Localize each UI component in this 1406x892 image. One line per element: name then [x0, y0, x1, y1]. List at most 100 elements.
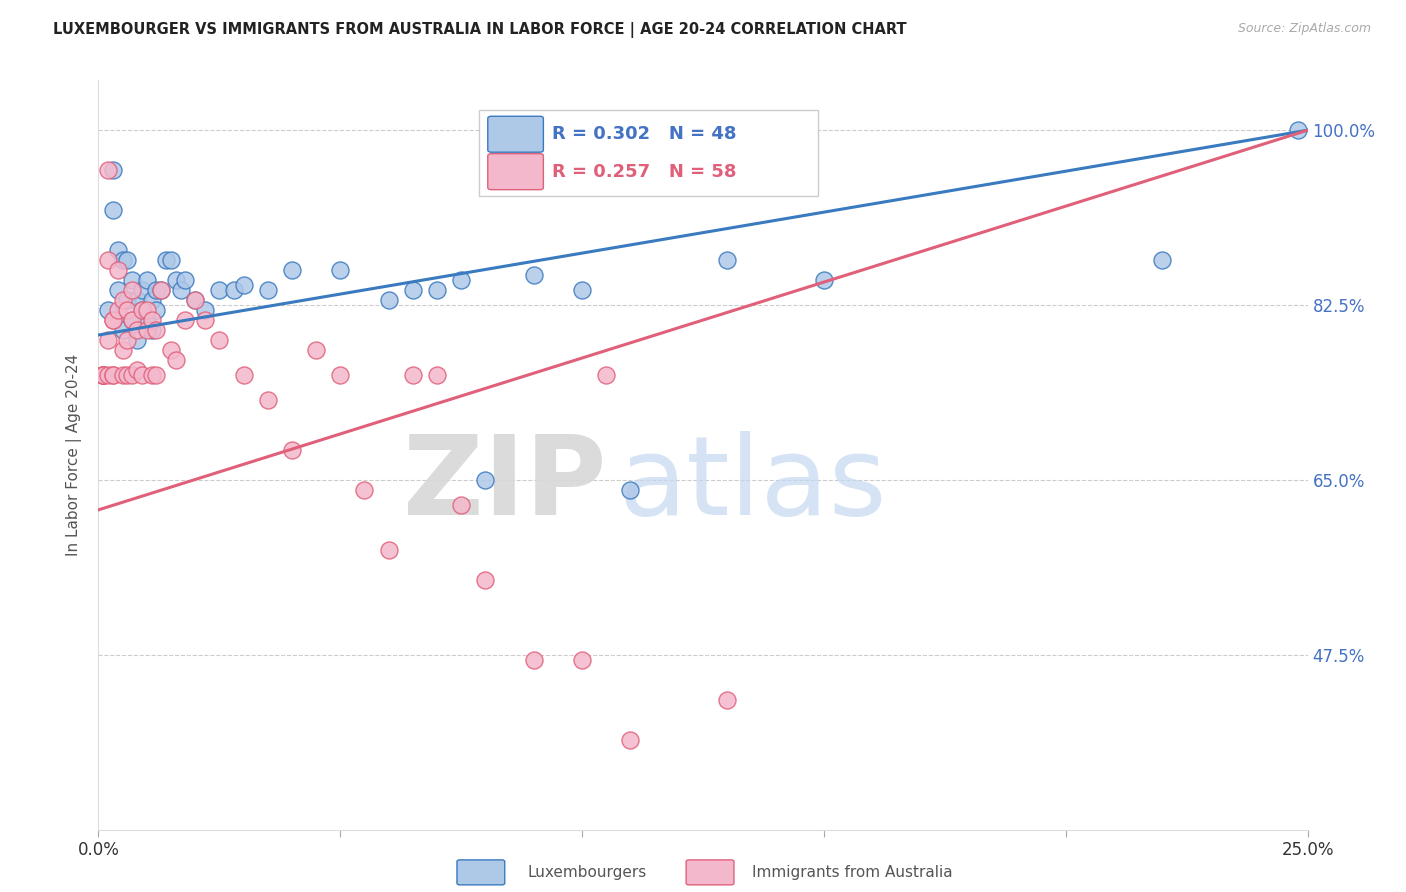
- Point: [97, 303, 120, 318]
- Point: [619, 732, 641, 747]
- Point: [127, 363, 149, 377]
- Point: [184, 293, 207, 307]
- Point: [571, 283, 593, 297]
- Point: [474, 573, 496, 587]
- Point: [150, 283, 173, 297]
- Point: [150, 283, 173, 297]
- Point: [174, 273, 197, 287]
- Point: [281, 442, 304, 457]
- Point: [135, 323, 157, 337]
- Point: [353, 483, 375, 497]
- Point: [121, 313, 143, 327]
- Point: [91, 368, 114, 382]
- Point: [121, 368, 143, 382]
- Point: [91, 368, 114, 382]
- Point: [377, 293, 399, 307]
- Point: [208, 283, 231, 297]
- Point: [155, 253, 177, 268]
- Text: Luxembourgers: Luxembourgers: [527, 865, 647, 880]
- Point: [571, 653, 593, 667]
- Point: [101, 368, 124, 382]
- Point: [402, 368, 425, 382]
- Point: [165, 353, 187, 368]
- Point: [813, 273, 835, 287]
- Point: [97, 253, 120, 268]
- Point: [194, 313, 217, 327]
- Point: [107, 283, 129, 297]
- Point: [232, 368, 254, 382]
- Point: [117, 253, 139, 268]
- Point: [329, 368, 352, 382]
- Text: atlas: atlas: [619, 432, 887, 539]
- Point: [101, 313, 124, 327]
- Point: [145, 283, 167, 297]
- Point: [97, 368, 120, 382]
- Text: ZIP: ZIP: [404, 432, 606, 539]
- Point: [523, 268, 546, 282]
- Point: [101, 368, 124, 382]
- Point: [91, 368, 114, 382]
- FancyBboxPatch shape: [479, 111, 818, 196]
- Point: [160, 253, 183, 268]
- Point: [117, 333, 139, 347]
- Point: [101, 313, 124, 327]
- Point: [135, 313, 157, 327]
- Point: [184, 293, 207, 307]
- Point: [117, 368, 139, 382]
- Point: [121, 313, 143, 327]
- Point: [131, 368, 153, 382]
- Point: [127, 293, 149, 307]
- Point: [131, 303, 153, 318]
- Point: [165, 273, 187, 287]
- Point: [141, 293, 163, 307]
- Point: [107, 243, 129, 257]
- Point: [107, 263, 129, 277]
- Point: [111, 343, 134, 357]
- Point: [111, 293, 134, 307]
- Point: [141, 313, 163, 327]
- Point: [1286, 123, 1309, 137]
- Point: [474, 473, 496, 487]
- Point: [141, 368, 163, 382]
- Text: Immigrants from Australia: Immigrants from Australia: [752, 865, 953, 880]
- Point: [127, 323, 149, 337]
- Point: [107, 303, 129, 318]
- Point: [1054, 872, 1077, 887]
- Point: [131, 283, 153, 297]
- Point: [716, 253, 738, 268]
- Point: [450, 498, 472, 512]
- Text: R = 0.257   N = 58: R = 0.257 N = 58: [551, 162, 737, 181]
- Point: [194, 303, 217, 318]
- Point: [91, 368, 114, 382]
- Point: [281, 263, 304, 277]
- FancyBboxPatch shape: [488, 116, 543, 153]
- Point: [121, 273, 143, 287]
- Point: [716, 692, 738, 706]
- Point: [145, 323, 167, 337]
- FancyBboxPatch shape: [488, 153, 543, 190]
- Point: [97, 333, 120, 347]
- Point: [127, 333, 149, 347]
- Text: LUXEMBOURGER VS IMMIGRANTS FROM AUSTRALIA IN LABOR FORCE | AGE 20-24 CORRELATION: LUXEMBOURGER VS IMMIGRANTS FROM AUSTRALI…: [53, 22, 907, 38]
- Point: [97, 163, 120, 178]
- Text: Source: ZipAtlas.com: Source: ZipAtlas.com: [1237, 22, 1371, 36]
- Point: [256, 283, 278, 297]
- Point: [619, 483, 641, 497]
- Point: [145, 303, 167, 318]
- Text: R = 0.302   N = 48: R = 0.302 N = 48: [551, 125, 737, 144]
- Point: [135, 273, 157, 287]
- Point: [121, 283, 143, 297]
- Point: [141, 323, 163, 337]
- Point: [111, 253, 134, 268]
- Point: [1152, 253, 1174, 268]
- Point: [117, 293, 139, 307]
- Point: [450, 273, 472, 287]
- Point: [426, 368, 449, 382]
- Point: [111, 323, 134, 337]
- Point: [169, 283, 191, 297]
- Point: [101, 163, 124, 178]
- Point: [232, 278, 254, 293]
- Point: [117, 303, 139, 318]
- Point: [523, 653, 546, 667]
- Point: [111, 368, 134, 382]
